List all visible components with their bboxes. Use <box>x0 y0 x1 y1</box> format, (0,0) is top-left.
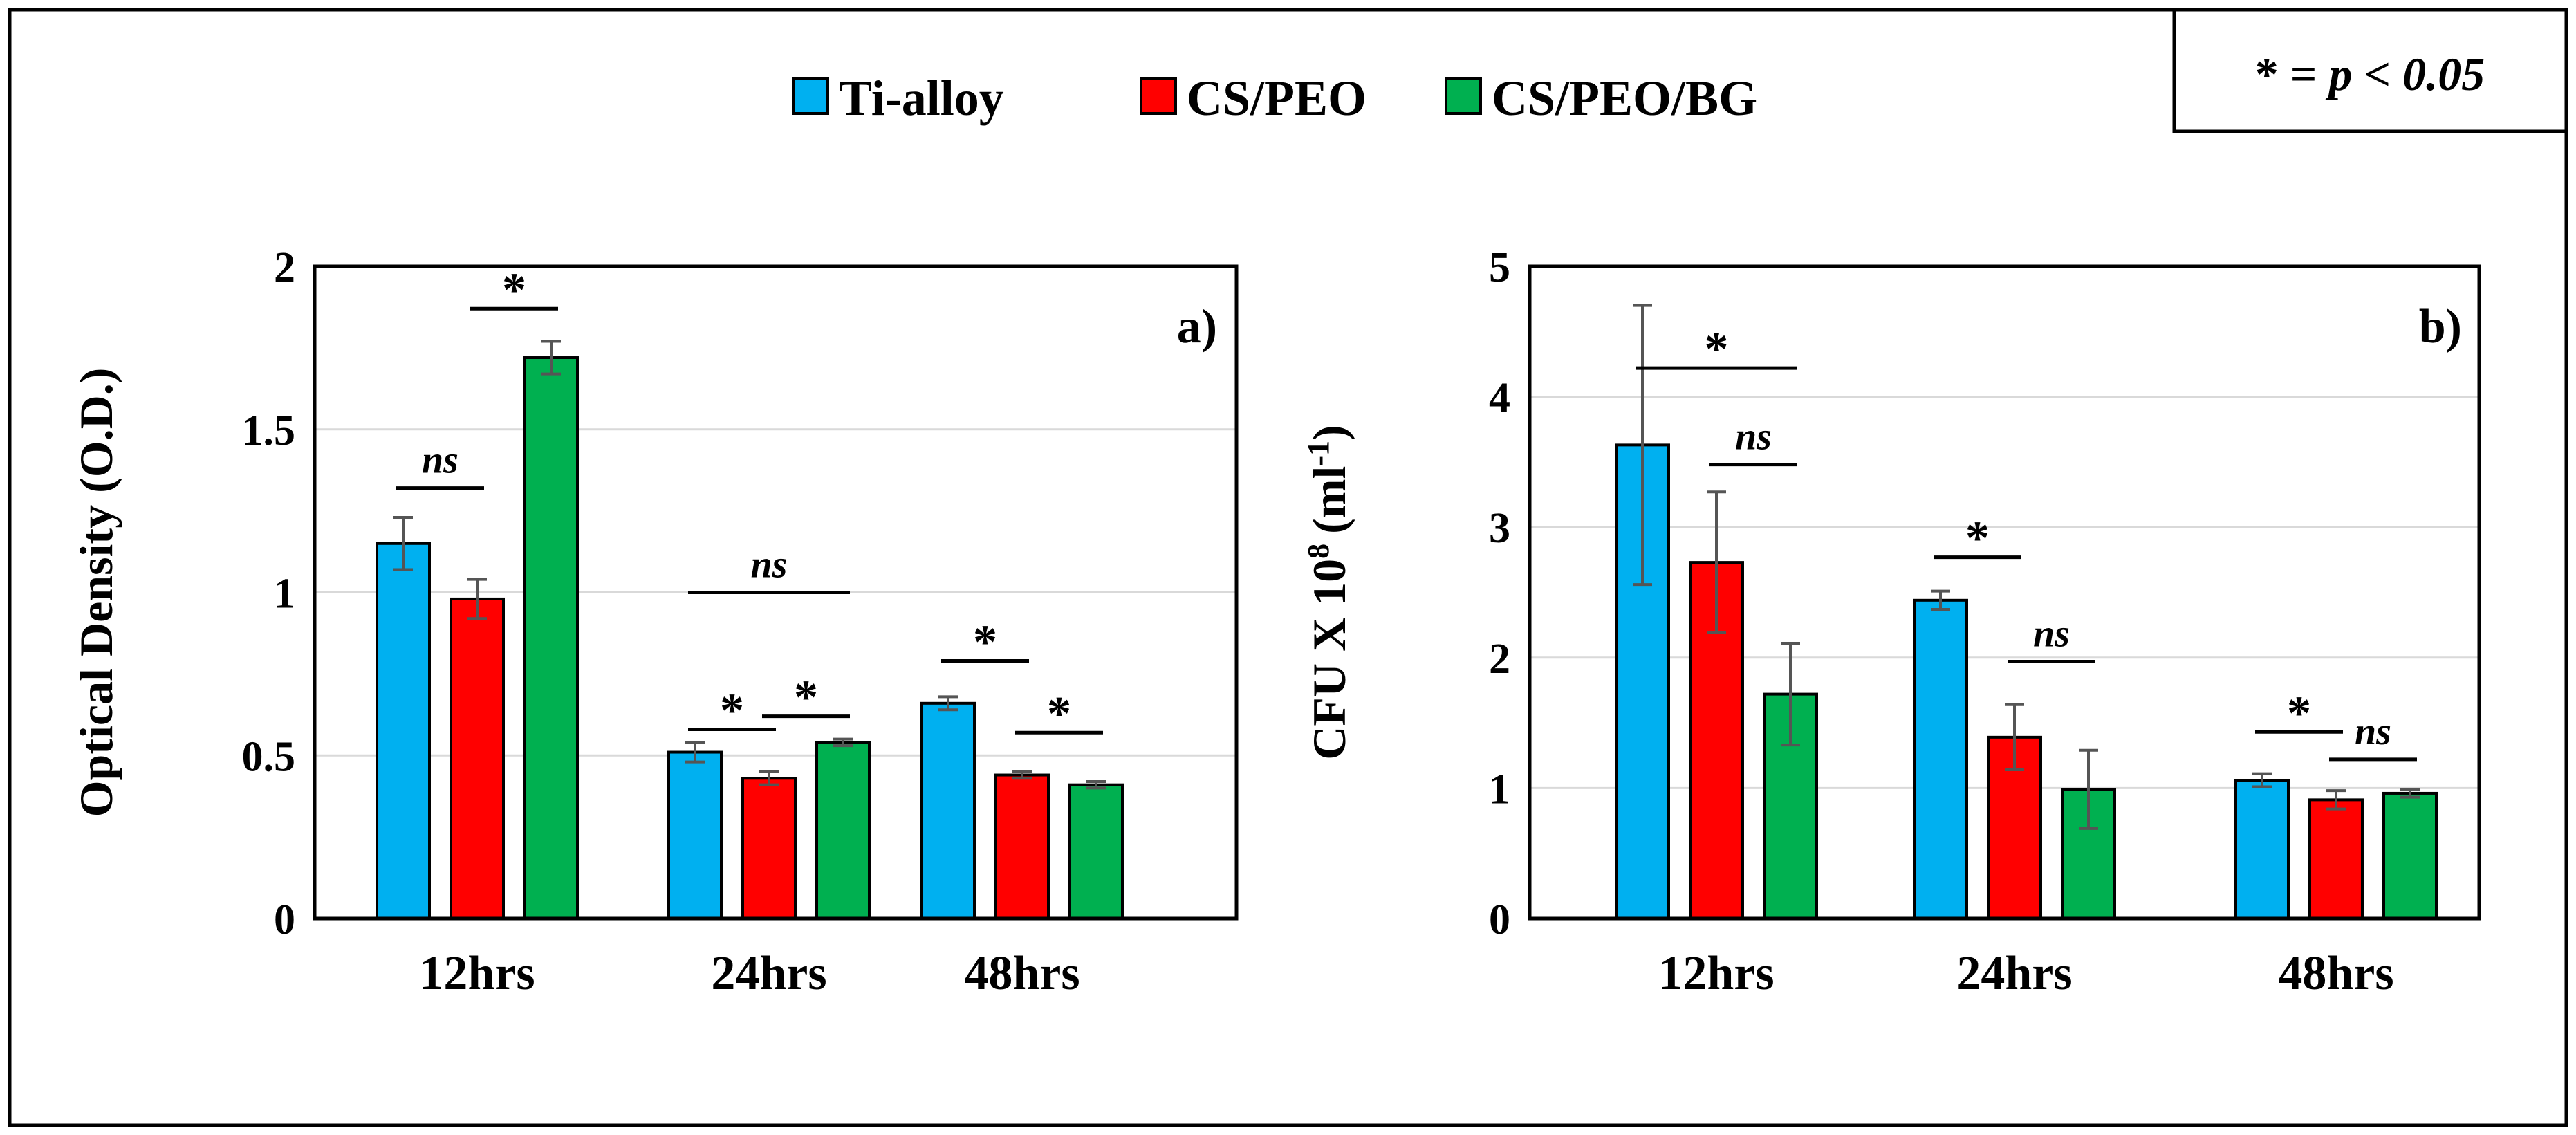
significance-label: * <box>502 264 526 317</box>
panel-b-y-label-main: CFU X 10 <box>1303 559 1355 760</box>
y-tick-label: 2 <box>274 244 295 291</box>
legend-label-cs-peo-bg: CS/PEO/BG <box>1492 71 1757 126</box>
significance-label: ns <box>2033 612 2070 655</box>
bar <box>523 356 579 920</box>
panel-b-y-tick-labels: 0 1 2 3 4 5 <box>1489 244 1510 943</box>
significance-label: * <box>2287 687 2311 740</box>
panel-a-label: a) <box>1177 300 1217 353</box>
panel-b-y-label-unit-exponent: -1 <box>1301 441 1335 466</box>
legend-swatch-cs-peo-bg <box>1445 77 1482 115</box>
panel-b-error-bars <box>1633 304 2420 830</box>
panel-b-y-label-unit: (ml <box>1303 466 1355 534</box>
x-tick-label: 48hrs <box>964 947 1079 1000</box>
bar <box>815 741 871 921</box>
significance-label: * <box>1965 513 1990 566</box>
y-tick-label: 3 <box>1489 505 1510 552</box>
panel-b-x-tick-labels: 12hrs 24hrs 48hrs <box>1658 947 2393 1000</box>
bar <box>1913 598 1968 920</box>
bar <box>1068 783 1124 921</box>
legend-swatch-ti-alloy <box>792 77 829 115</box>
significance-note-condition: p < 0.05 <box>2326 48 2485 100</box>
legend: Ti-alloy CS/PEO CS/PEO/BG <box>792 71 1757 126</box>
significance-label: * <box>1047 688 1071 741</box>
bar <box>2234 779 2290 920</box>
significance-note-symbol: * = <box>2255 48 2317 100</box>
significance-label: ns <box>422 439 458 482</box>
bar <box>920 701 976 920</box>
y-tick-label: 1 <box>274 571 295 618</box>
x-tick-label: 12hrs <box>1658 947 1774 1000</box>
significance-label: ns <box>2355 710 2391 753</box>
panel-a-y-tick-labels: 0 0.5 1 1.5 2 <box>242 244 296 943</box>
bar <box>450 597 505 920</box>
x-tick-label: 24hrs <box>1956 947 2072 1000</box>
panel-b-plot-frame <box>1528 264 2481 921</box>
panel-a-significance-annotations: ns * ns * * * * <box>396 264 1103 741</box>
panel-a-error-bars <box>393 340 1106 790</box>
figure-frame <box>8 8 2568 1127</box>
x-tick-label: 48hrs <box>2278 947 2393 1000</box>
panel-a: 0 0.5 1 1.5 2 ns * ns * * * * 12hrs 24hrs 48hrs Opti… <box>70 244 1239 1000</box>
significance-note: * = p < 0.05 <box>2172 8 2568 133</box>
significance-label: * <box>794 672 818 725</box>
y-tick-label: 5 <box>1489 244 1510 291</box>
panel-a-x-tick-labels: 12hrs 24hrs 48hrs <box>419 947 1079 1000</box>
legend-label-cs-peo: CS/PEO <box>1187 71 1366 126</box>
bar <box>994 773 1050 921</box>
panel-a-plot-frame <box>313 264 1239 921</box>
bar <box>2308 798 2364 921</box>
y-tick-label: 0 <box>274 896 295 943</box>
bar <box>2382 791 2438 920</box>
significance-label: * <box>720 685 744 738</box>
significance-label: ns <box>1735 416 1772 459</box>
panel-b-y-axis-label: CFU X 108 (ml-1) <box>1301 425 1356 759</box>
significance-label: * <box>973 616 997 670</box>
bar <box>667 750 723 921</box>
panel-b-y-label-exponent: 8 <box>1301 544 1335 559</box>
bar <box>376 542 431 920</box>
significance-note-box <box>2172 8 2568 133</box>
y-tick-label: 0.5 <box>242 733 296 780</box>
bar <box>741 777 797 920</box>
panel-a-bars <box>376 356 1124 921</box>
significance-label: * <box>1705 323 1729 376</box>
x-tick-label: 24hrs <box>711 947 826 1000</box>
legend-label-ti-alloy: Ti-alloy <box>839 71 1004 126</box>
y-tick-label: 0 <box>1489 896 1510 943</box>
panel-a-y-axis-label: Optical Density (O.D.) <box>70 368 122 818</box>
panel-b-y-label-close: ) <box>1303 425 1355 441</box>
y-tick-label: 4 <box>1489 375 1510 422</box>
y-tick-label: 1 <box>1489 766 1510 813</box>
significance-label: ns <box>751 544 788 587</box>
y-tick-label: 2 <box>1489 636 1510 683</box>
y-tick-label: 1.5 <box>242 407 296 454</box>
panel-b-label: b) <box>2419 300 2462 353</box>
panel-b-significance-annotations: *ns*ns* ns <box>1636 323 2417 762</box>
significance-note-text: * = p < 0.05 <box>2255 48 2485 100</box>
x-tick-label: 12hrs <box>419 947 535 1000</box>
legend-swatch-cs-peo <box>1140 77 1177 115</box>
